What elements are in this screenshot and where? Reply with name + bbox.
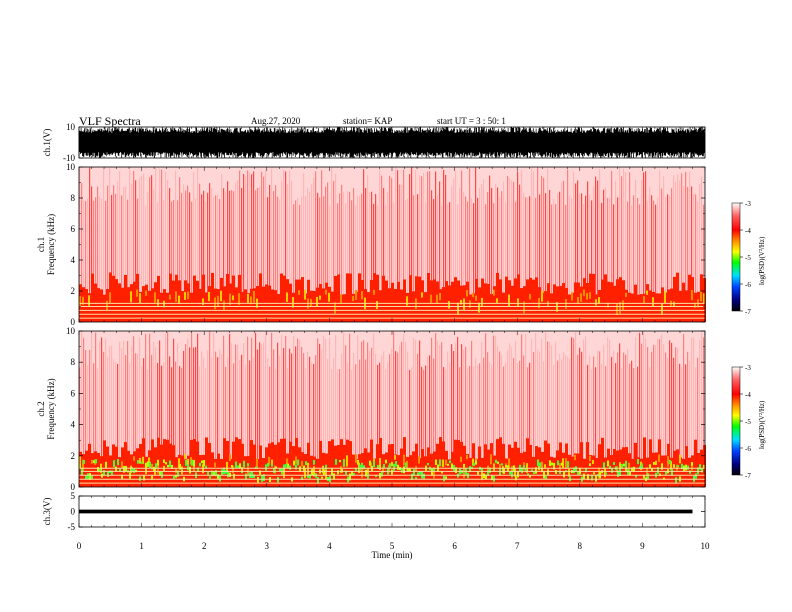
panel-1: 10 -10 ch.1(V) [42, 122, 706, 163]
colorbar-tick-label: -3 [745, 364, 751, 372]
date-label: Aug.27, 2020 [251, 116, 301, 126]
start-time-label: start UT = 3 : 50: 1 [437, 116, 506, 126]
x-tick-label: 4 [327, 541, 332, 551]
spectrogram-2 [79, 331, 706, 487]
y-axis-label: ch.3(V) [42, 498, 52, 526]
x-tick-label: 2 [202, 541, 207, 551]
y-tick-label: 6 [71, 388, 76, 398]
x-tick-label: 7 [515, 541, 520, 551]
x-tick-label: 1 [139, 541, 144, 551]
y-tick-label: -5 [68, 522, 76, 532]
y-axis-label: ch.2 [36, 401, 46, 416]
y-axis-label: ch.1(V) [42, 129, 52, 157]
panel-2: -3 -4 -5 -6 -7 log(PSD)(V²/Hz) 0 2 4 6 8 10 ch.1 Freq… [36, 162, 766, 327]
x-tick-label: 9 [640, 541, 645, 551]
y-tick-label: -10 [63, 153, 75, 163]
colorbar-tick-label: -3 [745, 200, 751, 208]
colorbar-tick-label: -7 [745, 472, 751, 480]
colorbar-tick-label: -5 [745, 418, 751, 426]
y-tick-label: 8 [71, 357, 76, 367]
y-tick-label: 6 [71, 224, 76, 234]
panel-4: 5 0 -5 ch.3(V) [42, 491, 706, 532]
y-tick-label: 2 [71, 286, 76, 296]
chart-title: VLF Spectra [79, 114, 141, 128]
y-axis-label: Frequency (kHz) [46, 378, 56, 439]
spectrogram-1 [79, 167, 706, 322]
waveform-3 [79, 509, 693, 514]
x-tick-label: 5 [390, 541, 395, 551]
x-tick-label: 6 [452, 541, 457, 551]
y-tick-label: 2 [71, 451, 76, 461]
colorbar [731, 202, 741, 312]
panel-3: -3 -4 -5 -6 -7 log(PSD)(V²/Hz) 0 2 4 6 8 10 ch.2 Freq… [36, 326, 766, 492]
y-axis-label: Frequency (kHz) [46, 214, 56, 275]
colorbar-tick-label: -6 [745, 445, 751, 453]
x-tick-label: 3 [265, 541, 270, 551]
y-tick-label: 5 [71, 491, 76, 501]
colorbar-tick-label: -5 [745, 254, 751, 262]
x-tick-label: 0 [77, 541, 82, 551]
x-tick-label: 10 [701, 541, 711, 551]
colorbar-label: log(PSD)(V²/Hz) [758, 236, 766, 285]
y-tick-label: 0 [71, 482, 76, 492]
colorbar-tick-label: -4 [745, 227, 751, 235]
x-axis-label: Time (min) [372, 550, 413, 560]
colorbar [731, 366, 741, 476]
y-tick-label: 4 [71, 255, 76, 265]
y-tick-label: 10 [66, 326, 76, 336]
colorbar-tick-label: -7 [745, 308, 751, 316]
y-tick-label: 0 [71, 507, 76, 517]
ch1-waveform-trace [78, 127, 706, 158]
y-tick-label: 10 [66, 122, 76, 132]
colorbar-label: log(PSD)(V²/Hz) [758, 400, 766, 449]
colorbar-tick-label: -4 [745, 391, 751, 399]
y-tick-label: 0 [71, 317, 76, 327]
colorbar-tick-label: -6 [745, 281, 751, 289]
y-tick-label: 8 [71, 193, 76, 203]
x-tick-label: 8 [578, 541, 583, 551]
ch3-waveform-trace [79, 509, 693, 514]
waveform-0 [78, 127, 706, 158]
y-tick-label: 4 [71, 420, 76, 430]
y-tick-label: 10 [66, 162, 76, 172]
y-axis-label: ch.1 [36, 237, 46, 252]
station-label: station= KAP [343, 116, 393, 126]
